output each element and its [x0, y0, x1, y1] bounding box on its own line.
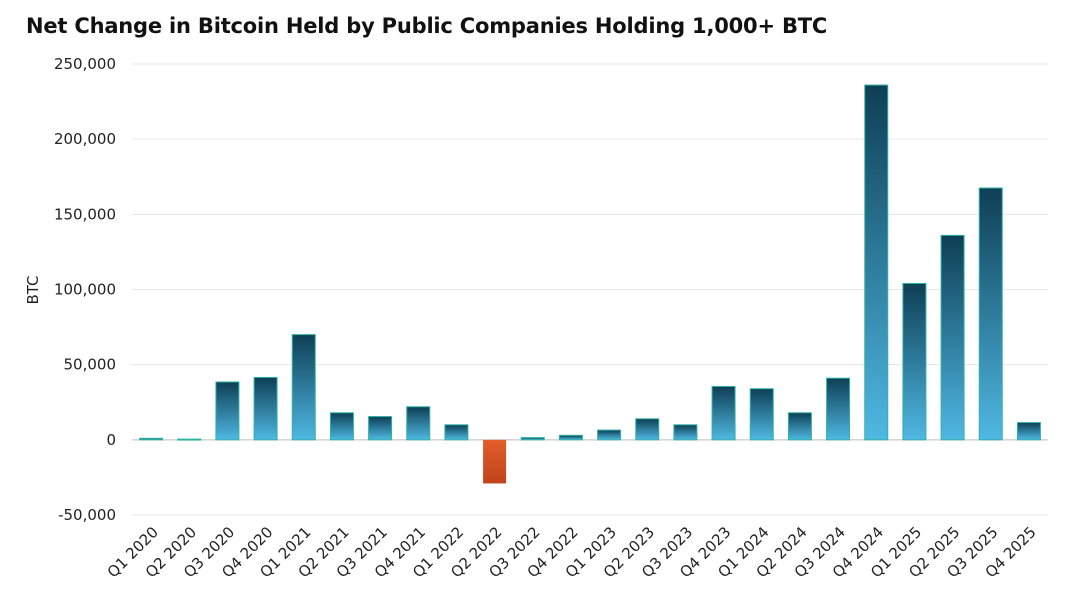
y-tick-label: 150,000: [54, 205, 116, 223]
bar: [558, 434, 583, 441]
bar: [368, 416, 393, 441]
bar: [749, 388, 774, 441]
bar: [826, 377, 851, 441]
bar: [597, 429, 622, 441]
bar: [215, 381, 240, 441]
bar: [406, 406, 431, 441]
bar: [711, 385, 736, 441]
bar: [787, 412, 812, 441]
bar: [902, 282, 927, 441]
y-axis-title: BTC: [24, 275, 42, 304]
gridlines: [132, 63, 1048, 516]
bar: [940, 234, 965, 441]
bar: [444, 424, 469, 441]
chart-title: Net Change in Bitcoin Held by Public Com…: [26, 14, 828, 38]
bar: [864, 84, 889, 441]
y-tick-label: 50,000: [64, 356, 117, 374]
bar: [635, 418, 660, 441]
y-tick-label: 200,000: [54, 130, 116, 148]
bar: [978, 187, 1003, 441]
bar: [1016, 422, 1041, 441]
bar: [177, 438, 202, 441]
bar: [329, 412, 354, 441]
bar: [139, 437, 164, 441]
bar: [483, 439, 507, 484]
bar: [291, 334, 316, 441]
y-tick-label: 0: [106, 431, 116, 449]
y-axis-ticks: -50,000 0 50,000 100,000 150,000 200,000 250,0…: [54, 55, 116, 524]
bars: [139, 84, 1041, 484]
bar: [520, 437, 545, 441]
y-tick-label: -50,000: [58, 506, 116, 524]
y-tick-label: 250,000: [54, 55, 116, 73]
y-tick-label: 100,000: [54, 281, 116, 299]
bar: [673, 424, 698, 441]
bar: [253, 376, 278, 441]
